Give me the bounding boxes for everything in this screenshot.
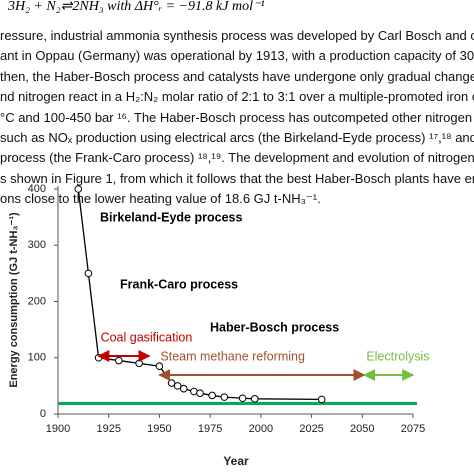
data-point (196, 389, 204, 397)
x-tick-label: 2025 (299, 423, 323, 435)
data-point (115, 356, 123, 365)
text-line: ressure, industrial ammonia synthesis pr… (0, 28, 474, 43)
data-point (190, 387, 198, 396)
text-line: process (the Frank-Caro process) ¹⁸,¹⁹. … (0, 150, 474, 166)
y-tick-label: 100 (28, 352, 46, 364)
x-tick-label: 1925 (96, 423, 120, 435)
y-tick-label: 400 (28, 183, 46, 195)
data-point (208, 391, 216, 400)
y-tick-label: 200 (28, 295, 46, 307)
y-axis-label: Energy consumption (GJ t-NH₃⁻¹) (8, 212, 20, 388)
data-point (220, 393, 229, 401)
y-tick-label: 0 (40, 408, 46, 420)
annotation: Haber-Bosch process (210, 320, 339, 334)
x-tick-label: 1950 (147, 423, 171, 435)
x-tick-label: 1975 (198, 423, 222, 435)
data-point (167, 379, 176, 387)
data-point (250, 395, 259, 403)
text-line: then, the Haber-Bosch process and cataly… (0, 68, 474, 84)
data-point (238, 394, 247, 403)
x-tick-label: 2000 (249, 423, 273, 435)
text-line: s shown in Figure 1, from which it follo… (0, 170, 474, 186)
x-tick-label: 2050 (350, 423, 374, 435)
text-line: °C and 100-450 bar ¹⁶. The Haber-Bosch p… (0, 109, 474, 125)
data-point (179, 384, 188, 393)
data-point (135, 359, 143, 368)
data-point (155, 362, 164, 370)
data-point (74, 185, 83, 193)
range-label: Steam methane reforming (160, 349, 305, 363)
equation: 3H₂ + N₂⇌2NH₃ with ΔH°ᵣ = −91.8 kJ mol⁻¹ (8, 0, 265, 14)
data-point (317, 395, 326, 404)
y-tick-label: 300 (28, 239, 46, 251)
text-line: nd nitrogen react in a H₂:N₂ molar ratio… (0, 89, 474, 105)
text-line: such as NOₓ production using electrical … (0, 130, 474, 145)
annotation: Birkeland-Eyde process (100, 210, 242, 224)
x-axis-label: Year (223, 454, 249, 468)
annotation: Frank-Caro process (120, 277, 238, 291)
data-point (173, 382, 182, 390)
x-tick-label: 1900 (46, 423, 70, 435)
x-tick-label: 2075 (401, 423, 425, 435)
data-point (84, 269, 93, 278)
range-label: Coal gasification (101, 330, 193, 344)
range-label: Electrolysis (366, 349, 429, 363)
text-line: ant in Oppau (Germany) was operational b… (0, 48, 474, 64)
